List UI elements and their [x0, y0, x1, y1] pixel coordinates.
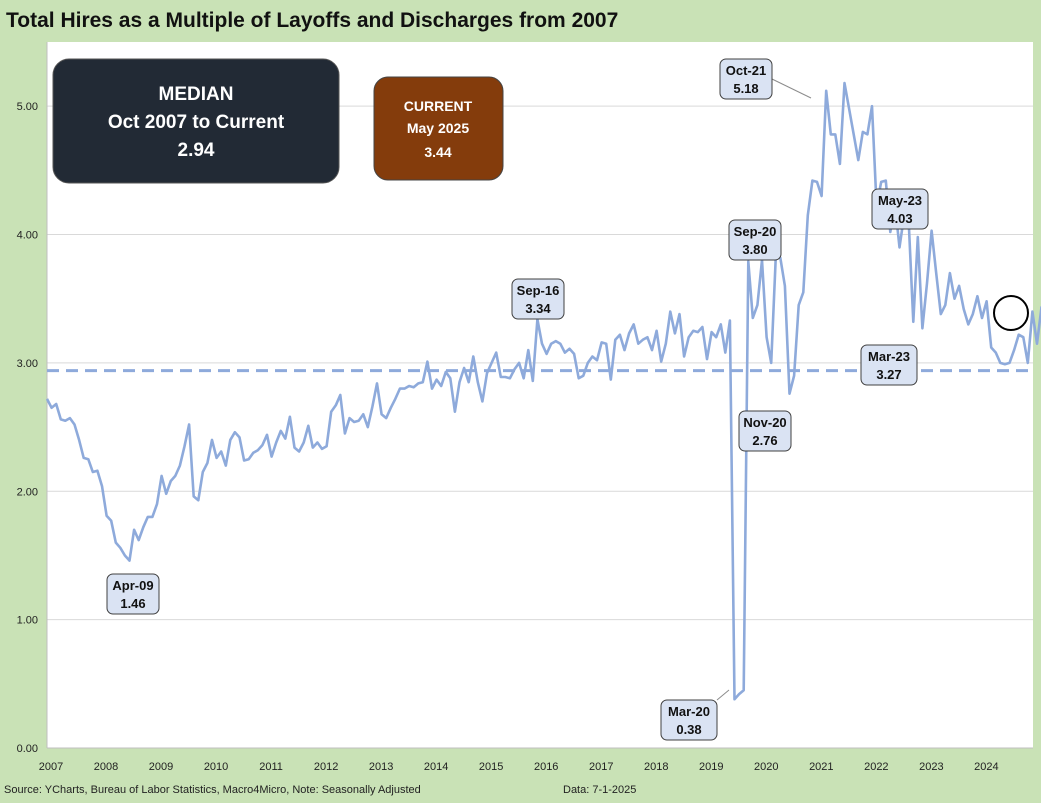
x-tick-label: 2024 [974, 761, 998, 773]
current-box: CURRENT May 2025 3.44 [373, 76, 504, 181]
x-tick-label: 2010 [204, 761, 228, 773]
callout-value: 5.18 [733, 81, 758, 96]
y-tick-label: 0.00 [17, 743, 38, 755]
current-box-title: CURRENT [404, 98, 473, 114]
callout-apr-09: Apr-09 1.46 [106, 573, 160, 615]
callout-connectors [716, 78, 812, 701]
x-tick-label: 2013 [369, 761, 393, 773]
x-tick-label: 2019 [699, 761, 723, 773]
y-tick-label: 1.00 [17, 615, 38, 627]
source-note: Source: YCharts, Bureau of Labor Statist… [4, 784, 421, 796]
current-highlight-circle [993, 295, 1029, 331]
callout-mar-23: Mar-23 3.27 [860, 344, 918, 386]
x-tick-label: 2020 [754, 761, 778, 773]
y-tick-label: 2.00 [17, 486, 38, 498]
callout-value: 3.80 [742, 242, 767, 257]
x-tick-label: 2008 [94, 761, 118, 773]
callout-sep-16: Sep-16 3.34 [511, 278, 565, 320]
x-tick-label: 2012 [314, 761, 338, 773]
x-tick-label: 2011 [259, 761, 283, 773]
y-tick-label: 3.00 [17, 358, 38, 370]
chart-title: Total Hires as a Multiple of Layoffs and… [6, 9, 619, 32]
x-tick-label: 2021 [809, 761, 833, 773]
callout-label: Mar-20 [668, 704, 710, 719]
median-box-range: Oct 2007 to Current [108, 112, 285, 133]
y-tick-label: 5.00 [17, 101, 38, 113]
callout-mar-20: Mar-20 0.38 [660, 699, 718, 741]
median-box-title: MEDIAN [159, 84, 234, 105]
current-box-value: 3.44 [424, 144, 451, 160]
callout-oct-21: Oct-21 5.18 [719, 58, 773, 100]
callout-label: May-23 [878, 193, 922, 208]
y-axis: 0.00 1.00 2.00 3.00 4.00 5.00 [17, 42, 48, 755]
callout-nov-20: Nov-20 2.76 [738, 410, 792, 452]
callout-value: 3.34 [525, 301, 551, 316]
x-tick-label: 2023 [919, 761, 943, 773]
x-tick-label: 2018 [644, 761, 668, 773]
data-date: Data: 7-1-2025 [563, 784, 637, 796]
callout-label: Mar-23 [868, 349, 910, 364]
callout-value: 2.76 [752, 433, 777, 448]
callout-sep-20: Sep-20 3.80 [728, 219, 782, 261]
callouts: Apr-09 1.46 Sep-16 3.34 Mar-20 0.38 Sep-20 3.80… [106, 58, 929, 741]
callout-value: 1.46 [120, 596, 145, 611]
x-tick-label: 2015 [479, 761, 503, 773]
current-box-date: May 2025 [407, 120, 469, 136]
callout-label: Sep-16 [517, 283, 560, 298]
callout-value: 4.03 [887, 211, 912, 226]
callout-connector [716, 689, 730, 701]
callout-label: Sep-20 [734, 224, 777, 239]
callout-label: Oct-21 [726, 63, 766, 78]
median-box-value: 2.94 [178, 140, 215, 161]
x-tick-label: 2016 [534, 761, 558, 773]
median-box: MEDIAN Oct 2007 to Current 2.94 [52, 58, 340, 184]
y-tick-label: 4.00 [17, 230, 38, 242]
callout-value: 0.38 [676, 722, 701, 737]
x-tick-label: 2022 [864, 761, 888, 773]
callout-value: 3.27 [876, 367, 901, 382]
callout-label: Nov-20 [743, 415, 786, 430]
x-axis: 2007 2008 2009 2010 2011 2012 2013 2014 2015 2016… [39, 747, 1033, 773]
x-tick-label: 2014 [424, 761, 448, 773]
x-tick-label: 2007 [39, 761, 63, 773]
callout-label: Apr-09 [112, 578, 153, 593]
x-tick-label: 2009 [149, 761, 173, 773]
title-bar: Total Hires as a Multiple of Layoffs and… [0, 0, 1041, 42]
x-tick-label: 2017 [589, 761, 613, 773]
callout-connector [771, 78, 812, 99]
callout-may-23: May-23 4.03 [871, 188, 929, 230]
